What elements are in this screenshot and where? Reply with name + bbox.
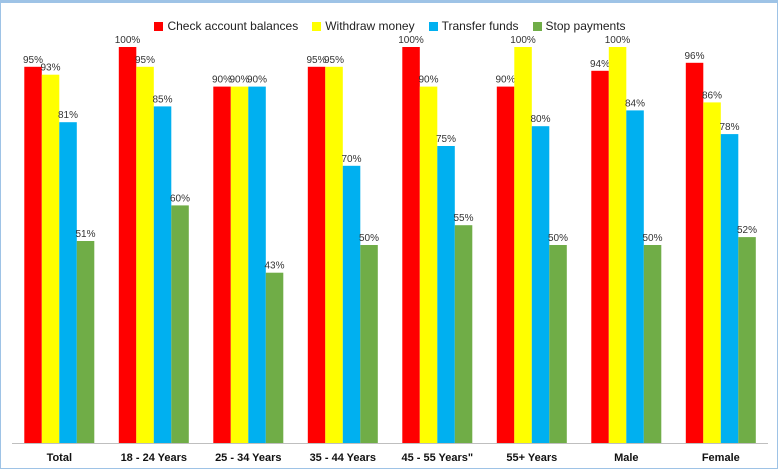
bar-value-label: 90% — [212, 75, 232, 86]
legend-label: Stop payments — [545, 19, 626, 33]
bar — [402, 47, 420, 443]
category-label: 18 - 24 Years — [121, 452, 187, 464]
bar-value-label: 84% — [625, 98, 645, 109]
bar-value-label: 55% — [453, 213, 473, 224]
bar-value-label: 43% — [264, 261, 284, 272]
bar-value-label: 90% — [495, 75, 515, 86]
bar — [136, 66, 154, 444]
bar — [419, 86, 438, 443]
bar-value-label: 93% — [40, 63, 60, 74]
bar — [325, 66, 343, 444]
bar — [608, 47, 627, 443]
bar — [360, 245, 378, 443]
bar-value-label: 85% — [152, 94, 172, 105]
bar — [342, 165, 361, 444]
bar-value-label: 86% — [702, 90, 722, 101]
bar — [153, 106, 172, 444]
bar — [248, 86, 266, 443]
bar-value-label: 60% — [170, 193, 190, 204]
bar — [41, 74, 60, 443]
bar — [514, 47, 532, 443]
chart-legend: Check account balances Withdraw money Tr… — [0, 18, 780, 34]
bar-value-label: 80% — [530, 114, 550, 125]
bar — [118, 47, 137, 443]
category-label: 25 - 34 Years — [215, 452, 281, 464]
legend-item-withdraw-money: Withdraw money — [312, 19, 415, 33]
category-label: Total — [47, 452, 72, 464]
bar-value-label: 50% — [548, 233, 568, 244]
bar-value-label: 90% — [229, 75, 249, 86]
bar-value-label: 100% — [605, 35, 631, 46]
bar — [591, 70, 609, 444]
bar-value-label: 100% — [510, 35, 536, 46]
bar-value-label: 81% — [58, 110, 78, 121]
bar-value-label: 78% — [719, 122, 739, 133]
bar — [307, 66, 326, 444]
bar-value-label: 95% — [135, 55, 155, 66]
legend-label: Transfer funds — [441, 19, 519, 33]
bar-value-label: 96% — [684, 51, 704, 62]
bar — [76, 241, 95, 443]
bar-value-label: 52% — [737, 225, 757, 236]
bar-value-label: 50% — [642, 233, 662, 244]
bar — [171, 205, 189, 443]
legend-swatch — [428, 21, 438, 31]
bar — [213, 86, 231, 443]
bar — [549, 245, 567, 443]
bar — [59, 122, 77, 443]
category-label: 35 - 44 Years — [310, 452, 376, 464]
legend-label: Withdraw money — [325, 19, 415, 33]
bar-value-label: 95% — [306, 55, 326, 66]
legend-item-stop-payments: Stop payments — [532, 19, 626, 33]
category-label: Male — [614, 452, 638, 464]
bar-value-label: 51% — [75, 229, 95, 240]
bar — [685, 62, 704, 444]
bar-value-label: 95% — [23, 55, 43, 66]
legend-swatch — [154, 21, 164, 31]
category-label: 45 - 55 Years" — [401, 452, 473, 464]
bar — [265, 272, 284, 443]
bar — [531, 126, 550, 443]
legend-swatch — [532, 21, 542, 31]
bar-value-label: 100% — [115, 35, 141, 46]
bar-value-label: 90% — [418, 75, 438, 86]
bar-value-label: 95% — [324, 55, 344, 66]
bar — [496, 86, 515, 443]
bar — [454, 225, 473, 443]
legend-item-check-account-balances: Check account balances — [154, 19, 298, 33]
bar-value-label: 90% — [247, 75, 267, 86]
bar — [626, 110, 644, 444]
category-label: 55+ Years — [506, 452, 557, 464]
legend-item-transfer-funds: Transfer funds — [428, 19, 519, 33]
bar — [738, 237, 756, 443]
bar-value-label: 94% — [590, 59, 610, 70]
bar — [720, 134, 739, 443]
bar-value-label: 75% — [436, 134, 456, 145]
bar-value-label: 50% — [359, 233, 379, 244]
bar — [24, 66, 42, 444]
legend-label: Check account balances — [167, 19, 299, 33]
bar-value-label: 70% — [341, 154, 361, 165]
bar-value-label: 100% — [398, 35, 424, 46]
bar — [230, 86, 249, 443]
bar — [437, 146, 455, 443]
bar — [703, 102, 721, 444]
legend-swatch — [312, 21, 322, 31]
category-label: Female — [702, 452, 740, 464]
bar — [643, 245, 662, 443]
